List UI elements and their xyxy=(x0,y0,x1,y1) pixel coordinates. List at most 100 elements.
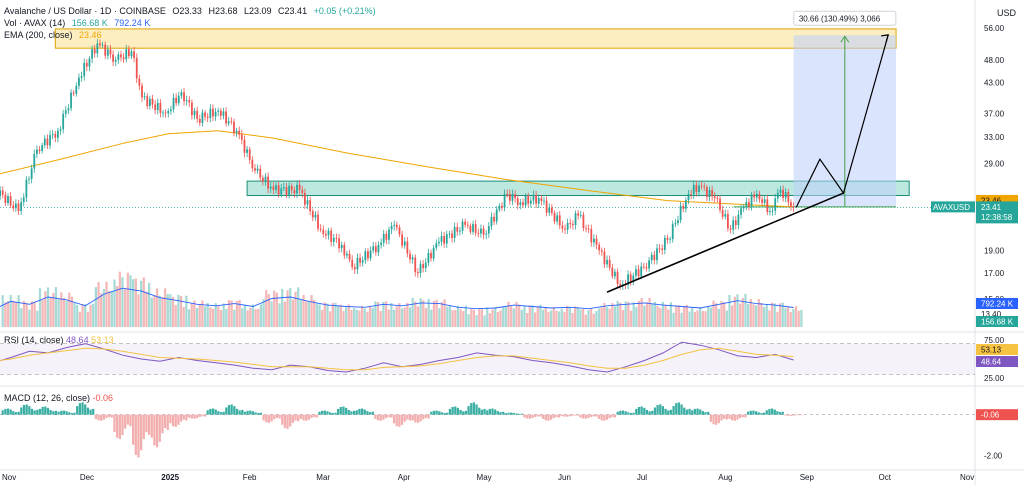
candle-body xyxy=(256,168,259,171)
volume-label[interactable]: Vol · AVAX (14) xyxy=(4,18,66,28)
candle-body xyxy=(629,274,632,282)
macd-hist-bar xyxy=(339,406,342,415)
rsi-band xyxy=(0,343,975,375)
volume-bar xyxy=(52,292,55,327)
candle-body xyxy=(684,200,687,209)
candle-body xyxy=(4,194,7,203)
candle-body xyxy=(212,108,214,117)
volume-legend: Vol · AVAX (14) 156.68 K 792.24 K xyxy=(4,18,154,29)
zone-supply xyxy=(54,28,897,49)
macd-hist-bar xyxy=(28,406,31,415)
volume-bar xyxy=(707,307,710,327)
volume-bar xyxy=(342,311,345,327)
macd-hist-bar xyxy=(329,412,332,415)
macd-badge xyxy=(976,409,1018,421)
candle-body xyxy=(411,257,414,260)
macd-hist-bar xyxy=(672,406,675,415)
price-tick-label: 48.00 xyxy=(984,56,1005,65)
x-axis-label-jul: Jul xyxy=(637,473,647,482)
volume-bar xyxy=(158,295,161,327)
candle-body xyxy=(99,43,101,46)
volume-bar xyxy=(480,309,484,327)
candle-body xyxy=(545,200,548,213)
macd-hist-bar xyxy=(542,414,545,419)
volume-bar xyxy=(318,304,321,327)
candle-body xyxy=(658,248,661,250)
volume-bar xyxy=(486,307,489,327)
volume-bar xyxy=(294,291,297,327)
volume-bar xyxy=(568,307,571,327)
volume-bar xyxy=(283,301,287,327)
volume-bar xyxy=(33,301,36,327)
macd-hist-bar xyxy=(563,414,566,417)
macd-label[interactable]: MACD (12, 26, close) xyxy=(4,393,91,403)
x-axis-label-may: May xyxy=(477,473,492,482)
candle-body xyxy=(127,49,130,57)
candle-body xyxy=(422,264,425,269)
ema-label[interactable]: EMA (200, close) xyxy=(4,30,73,40)
candle-body xyxy=(616,271,619,284)
macd-hist-bar xyxy=(331,412,334,415)
volume-bar xyxy=(731,305,734,327)
volume-bar xyxy=(163,288,167,327)
macd-hist-bar xyxy=(539,414,542,417)
macd-hist-bar xyxy=(470,403,473,415)
volume-bar xyxy=(166,293,169,327)
candle-body xyxy=(1,190,4,195)
macd-hist-bar xyxy=(640,406,643,415)
candle-body xyxy=(469,225,472,232)
volume-bar xyxy=(776,311,779,327)
macd-hist-bar xyxy=(786,414,790,416)
candle-body xyxy=(269,186,272,189)
candle-body xyxy=(335,237,338,239)
volume-bar xyxy=(534,312,537,327)
volume-bar xyxy=(102,289,105,327)
macd-hist-bar xyxy=(499,412,502,415)
candle-body xyxy=(440,236,443,242)
macd-hist-bar xyxy=(145,414,148,433)
candle-body xyxy=(745,202,748,207)
volume-bar xyxy=(174,305,177,327)
macd-hist-bar xyxy=(478,407,481,415)
volume-bar xyxy=(669,302,673,327)
candle-body xyxy=(742,206,745,209)
rsi-label[interactable]: RSI (14, close) xyxy=(4,335,64,345)
candle-body xyxy=(774,198,777,211)
candle-body xyxy=(692,184,695,195)
volume-bar xyxy=(222,303,225,327)
candle-body xyxy=(787,192,790,203)
volume-bar xyxy=(720,301,723,327)
volume-bar xyxy=(38,288,42,327)
candle-body xyxy=(325,233,327,236)
currency-label[interactable]: USD xyxy=(996,8,1016,18)
macd-hist-bar xyxy=(233,406,236,415)
macd-hist-bar xyxy=(555,414,558,418)
macd-hist-bar xyxy=(560,414,563,417)
volume-bar xyxy=(491,309,494,327)
volume-bar xyxy=(179,295,183,327)
macd-hist-bar xyxy=(94,414,97,419)
volume-bar xyxy=(427,298,430,327)
candle-body xyxy=(776,192,779,199)
candle-body xyxy=(403,241,406,246)
price-tick-label: 33.00 xyxy=(984,133,1005,142)
symbol-title[interactable]: Avalanche / US Dollar · 1D · COINBASE xyxy=(4,6,166,16)
candle-body xyxy=(219,110,222,116)
macd-hist-bar xyxy=(651,410,654,415)
macd-hist-bar xyxy=(217,411,220,415)
volume-bar xyxy=(488,313,492,327)
candle-body xyxy=(632,275,635,282)
volume-bar xyxy=(249,307,252,327)
candle-body xyxy=(569,223,572,225)
volume-bar xyxy=(440,302,444,327)
volume-bar xyxy=(581,308,585,327)
candle-body xyxy=(761,199,763,203)
macd-hist-bar xyxy=(313,414,316,418)
candle-body xyxy=(49,135,51,146)
macd-hist-bar xyxy=(387,414,390,418)
volume-bar xyxy=(350,309,353,327)
volume-bar xyxy=(73,302,76,327)
volume-bar xyxy=(124,289,127,327)
volume-bar xyxy=(765,304,768,327)
